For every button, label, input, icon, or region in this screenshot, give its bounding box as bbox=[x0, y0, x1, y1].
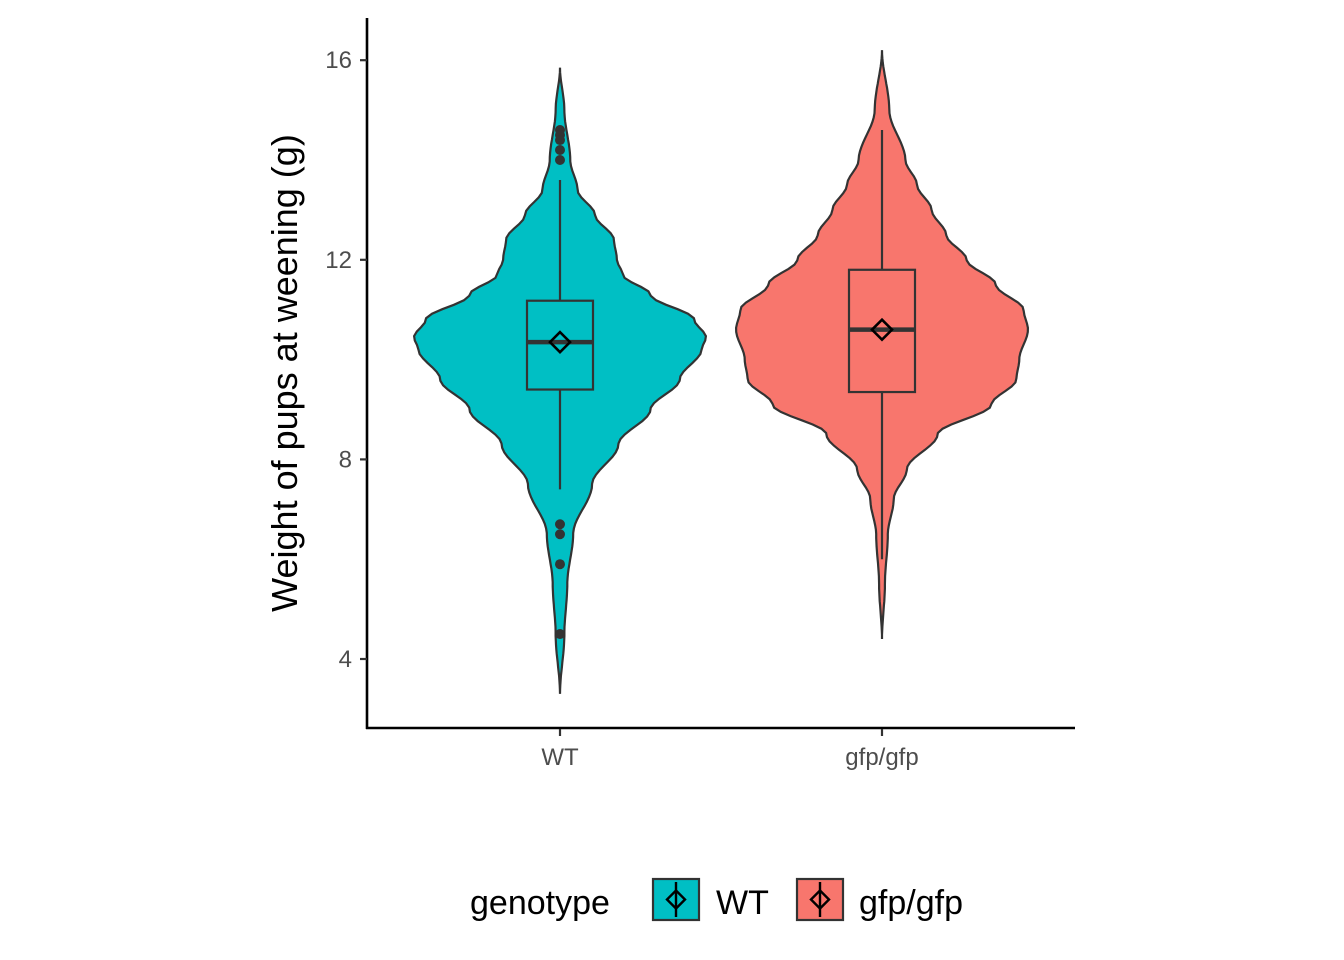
legend-key-wt bbox=[651, 877, 701, 922]
mean-marker-gfp-gfp bbox=[870, 317, 894, 342]
y-tick-label: 16 bbox=[325, 47, 352, 74]
outlier-point-wt bbox=[555, 529, 565, 540]
violin-group-gfp-gfp bbox=[734, 50, 1030, 639]
outlier-point-wt bbox=[555, 629, 565, 640]
y-tick-label: 4 bbox=[339, 646, 352, 673]
legend-mean-marker-gfp-gfp bbox=[809, 888, 831, 911]
legend-key-gfp-gfp bbox=[795, 877, 845, 922]
outlier-point-wt bbox=[555, 559, 565, 570]
plot-area bbox=[412, 50, 1030, 694]
y-axis-title: Weight of pups at weening (g) bbox=[264, 134, 305, 612]
legend-label-wt: WT bbox=[716, 884, 769, 922]
outlier-point-wt bbox=[555, 145, 565, 156]
legend-label-gfp-gfp: gfp/gfp bbox=[859, 884, 963, 922]
mean-marker-wt bbox=[548, 330, 572, 354]
legend-title: genotype bbox=[470, 884, 610, 922]
y-tick-label: 8 bbox=[339, 446, 352, 473]
axes: WT gfp/gfp 4 8 12 16 bbox=[325, 18, 1075, 771]
legend-mean-marker-wt bbox=[665, 888, 687, 911]
y-tick-label: 12 bbox=[325, 247, 352, 274]
legend: genotype WT gfp/gfp bbox=[470, 877, 963, 922]
outlier-point-wt bbox=[555, 155, 565, 165]
outlier-point-wt bbox=[555, 135, 565, 146]
box-wt bbox=[525, 299, 595, 391]
x-tick-label: WT bbox=[541, 744, 579, 771]
x-tick-label: gfp/gfp bbox=[845, 744, 918, 771]
violin-group-wt bbox=[412, 67, 708, 694]
outlier-point-wt bbox=[555, 519, 565, 530]
